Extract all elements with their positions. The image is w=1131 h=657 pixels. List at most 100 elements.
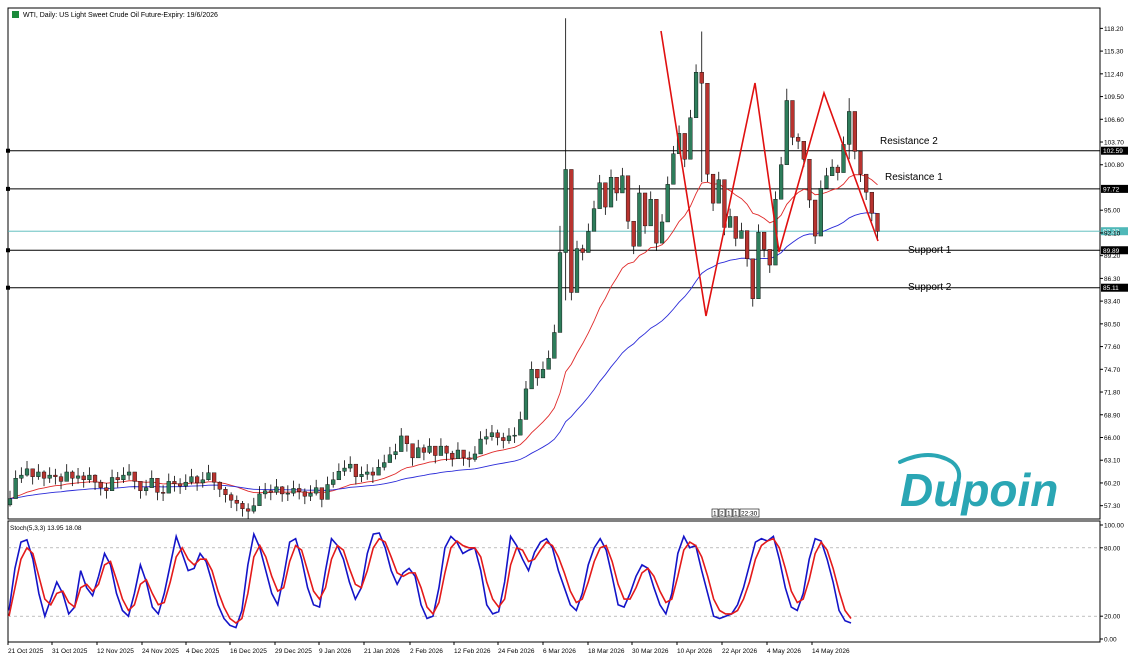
candle-body: [104, 487, 109, 491]
candle-body: [557, 252, 563, 333]
candle-body: [733, 216, 738, 239]
candle-body: [830, 166, 835, 176]
candle: [274, 479, 279, 495]
candle-body: [563, 169, 568, 253]
y-tick-label: 100.80: [1104, 162, 1124, 169]
resistance2-label: Resistance 2: [880, 136, 938, 147]
pattern-trendline[interactable]: [660, 30, 879, 317]
candle: [824, 167, 829, 189]
resistance1-handle[interactable]: [6, 186, 10, 191]
resistance2-handle[interactable]: [6, 148, 10, 153]
candle: [762, 231, 767, 258]
candle: [217, 481, 222, 498]
candle-body: [143, 487, 149, 491]
candle: [535, 369, 540, 386]
candle-body: [745, 230, 750, 259]
candle-body: [546, 358, 551, 370]
candle-body: [297, 488, 302, 492]
candle-body: [30, 468, 35, 477]
support1-handle[interactable]: [6, 248, 10, 253]
candle-body: [625, 175, 631, 222]
support2-handle[interactable]: [6, 285, 10, 290]
x-tick-label: 24 Nov 2025: [142, 648, 179, 655]
candle: [36, 464, 41, 480]
time-marker-label: 1: [713, 511, 717, 518]
candle: [19, 467, 24, 483]
candle-body: [637, 192, 642, 247]
candle: [172, 475, 177, 492]
candle: [24, 461, 30, 477]
candle: [847, 98, 852, 160]
candle-body: [779, 164, 784, 200]
y-tick-label: 60.20: [1104, 480, 1121, 487]
y-tick-label: 83.40: [1104, 299, 1121, 306]
candle-body: [484, 436, 489, 440]
candle: [813, 199, 818, 244]
candle-body: [608, 177, 614, 208]
candle: [625, 175, 631, 230]
candle: [716, 171, 721, 204]
candle: [81, 471, 86, 488]
candle: [280, 486, 285, 502]
candle-body: [762, 231, 767, 250]
candle-body: [427, 445, 432, 453]
candle-body: [671, 153, 676, 185]
candle: [688, 109, 693, 160]
candle: [603, 182, 608, 215]
candle-body: [569, 169, 574, 293]
candle-body: [229, 494, 234, 501]
chart-title: WTI, Daily: US Light Sweet Crude Oil Fut…: [23, 12, 218, 19]
candle: [155, 478, 160, 501]
candle: [427, 438, 432, 454]
candle: [518, 411, 523, 436]
candle: [540, 361, 546, 379]
candle: [246, 503, 251, 519]
candle-body: [132, 471, 137, 482]
candle-body: [824, 175, 829, 189]
x-tick-label: 14 May 2026: [812, 648, 850, 655]
candle-body: [438, 445, 444, 456]
candle: [665, 176, 670, 223]
current-price-tag: [1101, 227, 1128, 236]
x-tick-label: 9 Jan 2026: [319, 648, 352, 655]
time-marker-box: [725, 508, 733, 518]
candle-body: [620, 175, 625, 194]
candle: [461, 449, 466, 466]
candle: [177, 478, 183, 494]
stoch-panel: [7, 520, 1101, 643]
candle-body: [234, 499, 239, 504]
candle: [671, 145, 676, 185]
candle: [319, 487, 324, 508]
logo-swoosh: [898, 453, 962, 484]
stoch-k-line: [8, 531, 852, 629]
candle-body: [109, 477, 115, 491]
support1-price-label: 89.89: [1103, 248, 1120, 255]
x-tick-label: 31 Oct 2025: [52, 648, 88, 655]
candle: [869, 191, 874, 222]
candle-body: [98, 481, 103, 488]
candle: [365, 464, 370, 480]
candle-body: [274, 486, 279, 493]
candle: [13, 470, 18, 499]
candle-body: [308, 492, 313, 497]
candle: [92, 474, 98, 491]
candle-body: [217, 481, 222, 490]
candle: [109, 469, 115, 491]
candle-body: [387, 454, 392, 463]
candle-body: [450, 452, 455, 459]
brand-name: Dupoin: [900, 464, 1058, 516]
ma-fast-line: [9, 174, 878, 500]
candle-body: [64, 471, 69, 482]
candle-body: [444, 445, 449, 454]
candle: [495, 429, 500, 446]
candle: [796, 133, 801, 150]
candle: [183, 474, 188, 491]
candle: [376, 459, 381, 476]
candle-body: [206, 472, 211, 481]
candle: [557, 225, 563, 333]
candle: [41, 470, 47, 487]
candle: [875, 213, 880, 240]
candle: [693, 64, 699, 118]
support1-price-tag: [1101, 246, 1128, 255]
x-tick-label: 2 Feb 2026: [410, 648, 443, 655]
